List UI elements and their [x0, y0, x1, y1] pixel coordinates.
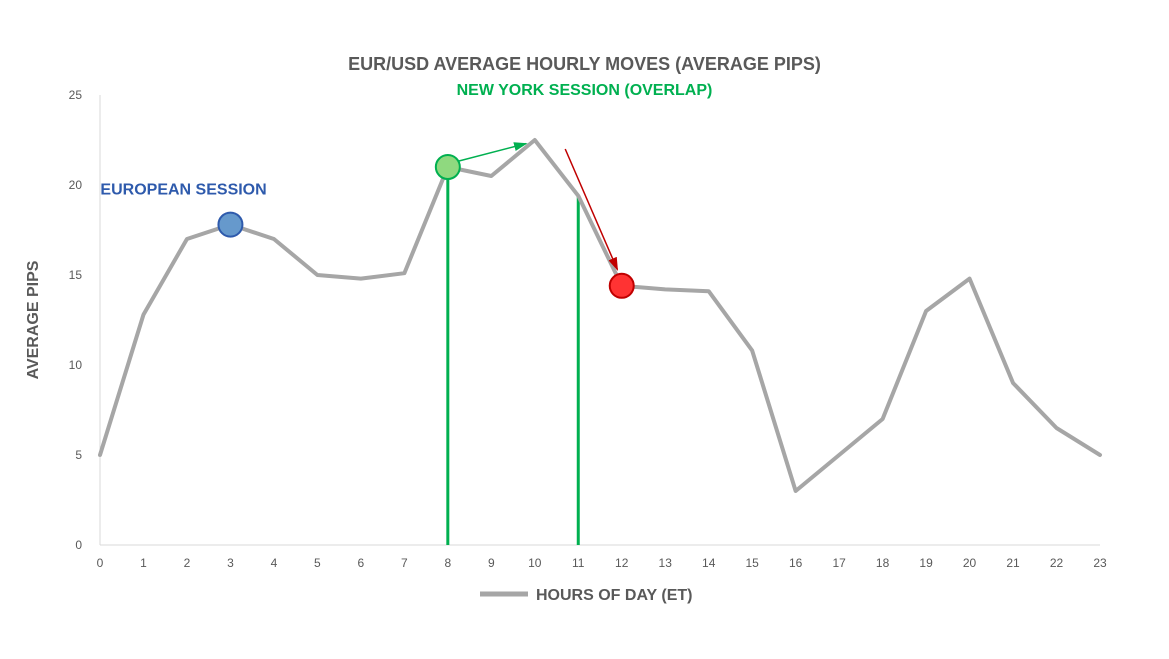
x-tick-label: 0 — [97, 556, 104, 570]
x-tick-label: 2 — [184, 556, 191, 570]
chart-subtitle: NEW YORK SESSION (OVERLAP) — [457, 82, 713, 99]
x-tick-label: 17 — [832, 556, 846, 570]
y-tick-label: 10 — [69, 358, 83, 372]
european-session-marker-label: EUROPEAN SESSION — [100, 182, 266, 199]
x-tick-label: 22 — [1050, 556, 1064, 570]
x-tick-label: 5 — [314, 556, 321, 570]
x-tick-label: 18 — [876, 556, 890, 570]
x-tick-label: 21 — [1006, 556, 1020, 570]
x-tick-label: 7 — [401, 556, 408, 570]
x-tick-label: 6 — [358, 556, 365, 570]
x-tick-label: 12 — [615, 556, 629, 570]
x-tick-label: 13 — [659, 556, 673, 570]
x-tick-label: 4 — [271, 556, 278, 570]
chart-container: EUR/USD AVERAGE HOURLY MOVES (AVERAGE PI… — [0, 0, 1169, 659]
x-tick-label: 3 — [227, 556, 234, 570]
post-overlap-marker — [610, 274, 634, 298]
x-tick-label: 23 — [1093, 556, 1107, 570]
european-session-marker — [218, 213, 242, 237]
x-tick-label: 16 — [789, 556, 803, 570]
y-tick-label: 20 — [69, 178, 83, 192]
ny-overlap-marker — [436, 155, 460, 179]
x-tick-label: 1 — [140, 556, 147, 570]
x-tick-label: 8 — [444, 556, 451, 570]
x-tick-label: 20 — [963, 556, 977, 570]
chart-title: EUR/USD AVERAGE HOURLY MOVES (AVERAGE PI… — [348, 54, 821, 74]
y-tick-label: 15 — [69, 268, 83, 282]
y-tick-label: 0 — [75, 538, 82, 552]
y-axis-title: AVERAGE PIPS — [25, 260, 42, 379]
y-tick-label: 5 — [75, 448, 82, 462]
y-tick-label: 25 — [69, 88, 83, 102]
x-axis-title: HOURS OF DAY (ET) — [536, 587, 692, 604]
x-tick-label: 9 — [488, 556, 495, 570]
x-tick-label: 14 — [702, 556, 716, 570]
line-chart-svg: EUR/USD AVERAGE HOURLY MOVES (AVERAGE PI… — [0, 0, 1169, 659]
x-tick-label: 15 — [745, 556, 759, 570]
x-tick-label: 19 — [919, 556, 933, 570]
x-tick-label: 10 — [528, 556, 542, 570]
x-tick-label: 11 — [572, 556, 585, 570]
